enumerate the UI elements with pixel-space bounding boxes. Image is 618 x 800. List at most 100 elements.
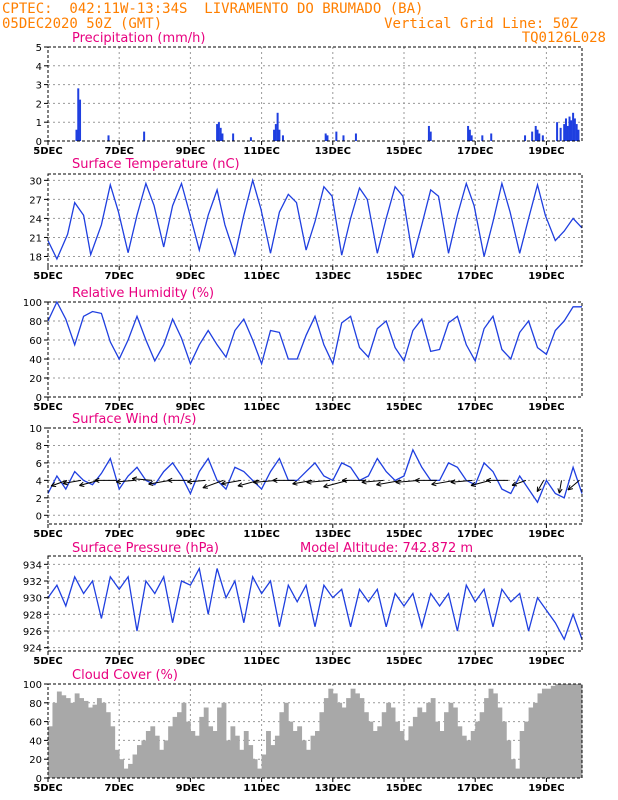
wind-arrow-head — [486, 479, 492, 483]
model-altitude-label: Model Altitude: 742.872 m — [300, 541, 473, 556]
cloud-bar — [452, 707, 458, 778]
precip-bar — [534, 125, 537, 141]
cloud-bar — [381, 712, 387, 778]
wind-arrow-head — [486, 477, 492, 481]
x-tick-label: 15DEC — [386, 146, 422, 157]
wind-arrow-head — [431, 483, 437, 487]
cloud-bar — [475, 721, 481, 778]
precip-bar — [219, 127, 222, 141]
wind-arrow-head — [470, 481, 476, 486]
rh-title: Relative Humidity (%) — [72, 286, 214, 301]
x-tick-label: 17DEC — [457, 146, 493, 157]
cloud-bar — [301, 740, 307, 778]
panel-frame — [47, 683, 583, 779]
precip-bar — [143, 131, 146, 141]
wind-arrow-head — [272, 477, 278, 481]
precip-bar — [563, 124, 566, 141]
cloud-bar — [279, 712, 285, 778]
precip-bar — [490, 133, 493, 141]
wind-arrow — [148, 479, 171, 485]
wind-arrow-head — [567, 488, 573, 491]
y-tick-label: 930 — [23, 594, 42, 605]
cloud-bar — [448, 702, 454, 778]
wind-arrow-head — [62, 483, 68, 486]
cloud-bar — [372, 731, 378, 778]
x-tick-label: 19DEC — [528, 402, 564, 413]
cloud-bar — [404, 740, 409, 778]
y-tick-label: 934 — [23, 560, 42, 571]
header-title: CPTEC: 042:11W-13:34S LIVRAMENTO DO BRUM… — [2, 1, 424, 17]
x-tick-label: 15DEC — [386, 529, 422, 540]
x-tick-label: 7DEC — [104, 783, 133, 794]
cloud-bar — [470, 731, 476, 778]
y-tick-label: 10 — [29, 424, 42, 435]
y-tick-label: 30 — [29, 176, 42, 187]
cloud-bar — [208, 726, 214, 778]
wind-arrow-head — [536, 488, 542, 493]
cloud-bar — [141, 740, 147, 778]
precip-bar — [570, 120, 573, 141]
panel-precip: 0 1 2 3 4 5 5DEC 7DEC 9DEC 11DEC 13DEC 15DEC 17DEC 19… — [33, 31, 583, 157]
cloud-bar — [274, 735, 280, 778]
precip-bar — [77, 88, 80, 141]
wind-arrow-head — [148, 480, 153, 485]
wind-arrow — [202, 479, 224, 489]
cloud-bar — [555, 684, 561, 778]
cloud-bar — [332, 693, 338, 778]
precip-bar — [559, 127, 562, 141]
cloud-bar — [92, 704, 98, 778]
wind-arrow-head — [253, 481, 259, 485]
x-tick-label: 15DEC — [386, 271, 422, 282]
y-tick-label: 80 — [29, 699, 42, 710]
x-tick-label: 9DEC — [176, 656, 205, 667]
precip-bar — [75, 129, 78, 141]
cloud-bar — [519, 731, 525, 778]
precip-bar — [573, 118, 576, 141]
precip-bar — [577, 129, 580, 141]
cloud-bar — [573, 684, 578, 778]
wind-arrow-head — [470, 485, 477, 487]
precip-bar — [427, 125, 430, 141]
precip-bar — [575, 124, 578, 141]
y-tick-label: 4 — [36, 62, 42, 73]
cloud-bar — [417, 707, 423, 778]
y-tick-label: 60 — [29, 718, 42, 729]
wind-arrow-head — [376, 481, 381, 486]
precip-bar — [273, 129, 276, 141]
wind-arrow-head — [79, 485, 85, 487]
wind-arrow-head — [187, 478, 192, 483]
cloud-bar — [132, 754, 138, 778]
x-tick-label: 5DEC — [33, 529, 62, 540]
x-tick-label: 19DEC — [528, 146, 564, 157]
cloud-bar — [537, 693, 543, 778]
cloud-bar — [457, 726, 463, 778]
precip-bar — [217, 122, 220, 141]
wind-series-line — [47, 448, 583, 504]
cloud-bar — [439, 731, 445, 778]
cloud-bar — [310, 735, 316, 778]
precip-bar — [568, 116, 571, 141]
precip-bar — [278, 129, 281, 141]
cloud-bar — [559, 684, 565, 778]
cloud-bar — [128, 763, 133, 778]
x-tick-label: 13DEC — [315, 656, 351, 667]
wind-title: Surface Wind (m/s) — [72, 412, 196, 427]
wind-arrow-head — [272, 479, 278, 483]
panel-cloud: 0 20 40 60 80 100 5DEC 7DEC 9DEC 11DEC 13DEC 15DEC 1… — [23, 668, 583, 794]
wind-arrow-head — [237, 482, 243, 487]
precip-bar — [536, 129, 539, 141]
wind-arrow-head — [148, 483, 154, 486]
temp-series-line — [47, 177, 583, 261]
x-tick-label: 11DEC — [243, 271, 279, 282]
cloud-bar — [288, 721, 294, 778]
wind-arrow-head — [187, 481, 193, 485]
x-tick-label: 15DEC — [386, 402, 422, 413]
wind-arrow-head — [512, 484, 518, 487]
y-tick-label: 40 — [29, 355, 42, 366]
cloud-bar — [230, 726, 236, 778]
y-tick-label: 2 — [36, 494, 42, 505]
wind-arrow-head — [395, 481, 401, 485]
cloud-bar — [363, 712, 369, 778]
cloud-bar — [88, 707, 93, 778]
cloud-bar — [221, 702, 227, 778]
